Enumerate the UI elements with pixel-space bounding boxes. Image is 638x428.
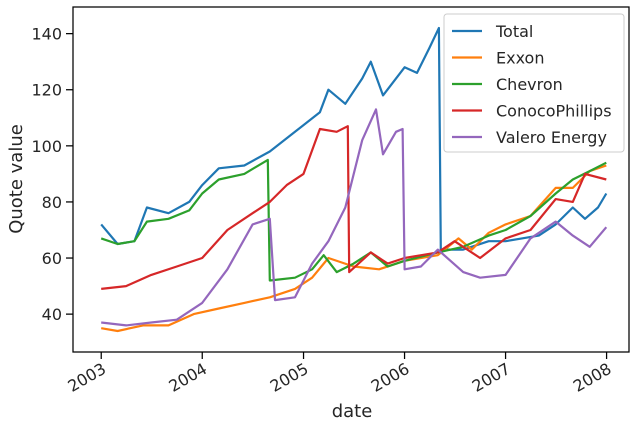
legend-label: Chevron [496, 75, 563, 94]
x-axis-label: date [332, 401, 373, 422]
legend-label: Exxon [496, 49, 544, 68]
y-axis-label: Quote value [6, 124, 27, 234]
x-tick-label: 2005 [267, 359, 312, 396]
x-axis: 2003 2004 2005 2006 2007 2008 [64, 352, 615, 396]
series-line-exxon [101, 164, 607, 333]
y-tick-label: 120 [31, 81, 62, 100]
y-tick-label: 40 [42, 305, 62, 324]
x-tick-label: 2004 [165, 359, 210, 396]
legend-label: Total [495, 22, 533, 41]
x-tick-label: 2007 [469, 359, 514, 396]
series-line-total [100, 26, 608, 251]
x-tick-label: 2003 [64, 359, 109, 396]
legend-label: Valero Energy [496, 128, 607, 147]
y-tick-label: 100 [31, 137, 62, 156]
series-layer [100, 26, 608, 333]
plot-frame [72, 6, 630, 353]
series-line-valero-energy [101, 108, 608, 327]
y-tick-label: 140 [31, 25, 62, 44]
y-axis: 40 60 80 100 120 140 [31, 25, 73, 324]
legend-label: ConocoPhillips [496, 102, 612, 121]
x-tick-label: 2006 [368, 359, 413, 396]
legend-box [443, 13, 625, 153]
x-tick-label: 2008 [570, 359, 615, 396]
series-line-chevron [100, 158, 607, 282]
legend: Total Exxon Chevron ConocoPhillips Valero En… [443, 13, 625, 153]
y-tick-label: 60 [42, 249, 62, 268]
y-tick-label: 80 [42, 193, 62, 212]
